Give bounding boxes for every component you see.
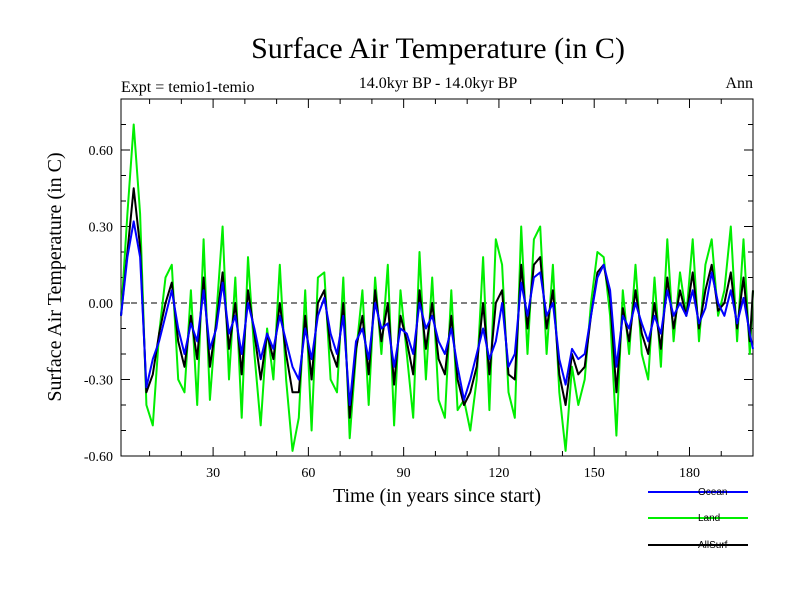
legend: Ocean Land AllSurf: [648, 487, 748, 551]
expt-label: Expt = temio1-temio: [121, 79, 254, 96]
x-tick-label: 150: [584, 466, 605, 481]
season-label: Ann: [725, 75, 753, 92]
legend-label-ocean: Ocean: [698, 487, 727, 498]
series-line-ocean: [120, 220, 754, 406]
x-tick-label: 120: [488, 466, 509, 481]
x-tick-label: 60: [301, 466, 315, 481]
x-tick-label: 180: [679, 466, 700, 481]
y-tick-label: 0.60: [89, 144, 114, 159]
legend-label-allsurf: AllSurf: [698, 540, 728, 551]
y-tick-label: -0.30: [84, 374, 113, 389]
y-tick-label: 0.30: [89, 221, 114, 236]
legend-label-land: Land: [698, 513, 720, 524]
x-axis-label: Time (in years since start): [333, 485, 541, 507]
plot-area: [120, 98, 754, 457]
x-tick-label: 30: [206, 466, 220, 481]
chart-subtitle: 14.0kyr BP - 14.0kyr BP: [359, 75, 518, 92]
series-line-land: [120, 123, 754, 452]
chart-title: Surface Air Temperature (in C): [251, 32, 625, 65]
y-axis-label: Surface Air Temperature (in C): [44, 152, 66, 401]
series-group: [120, 123, 754, 452]
y-tick-label: 0.00: [89, 297, 114, 312]
x-tick-label: 90: [397, 466, 411, 481]
y-tick-label: -0.60: [84, 450, 113, 465]
